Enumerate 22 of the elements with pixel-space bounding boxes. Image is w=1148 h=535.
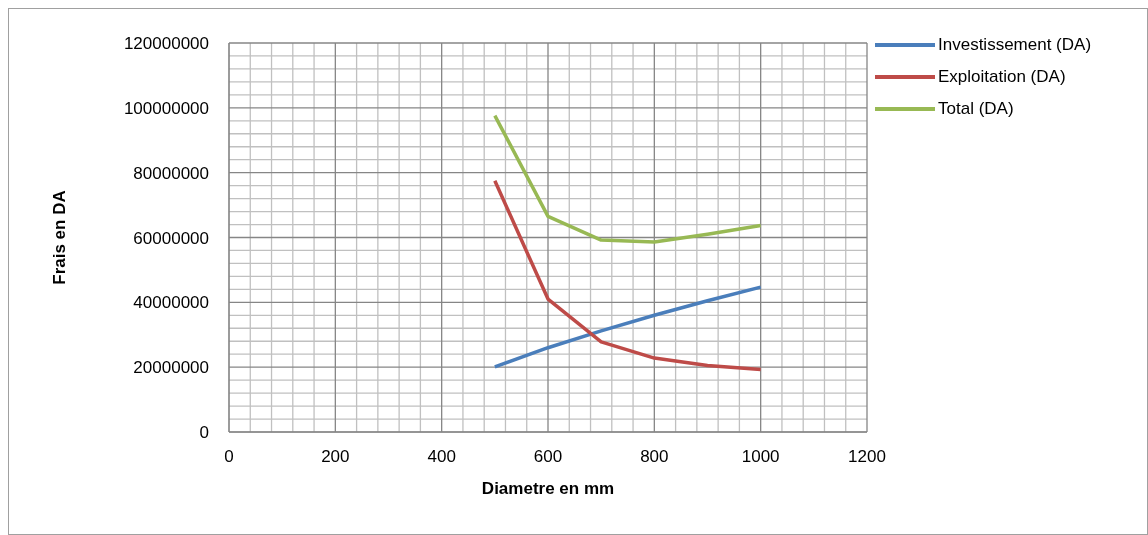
x-axis-title: Diametre en mm <box>481 479 615 498</box>
legend-label: Investissement (DA) <box>938 35 1092 55</box>
x-tick-label: 1200 <box>848 447 886 467</box>
legend-label: Total (DA) <box>938 99 1014 119</box>
line-series <box>493 179 763 372</box>
y-tick-label: 120000000 <box>123 34 209 54</box>
line-series <box>493 285 763 369</box>
x-tick-label: 400 <box>427 447 456 467</box>
y-tick-label: 60000000 <box>133 228 209 248</box>
y-tick-label: 80000000 <box>133 163 209 183</box>
x-tick-label: 1000 <box>741 447 780 467</box>
y-tick-label: 40000000 <box>133 293 209 313</box>
y-axis-title: Frais en DA <box>50 190 70 285</box>
line-series <box>493 113 763 244</box>
x-tick-label: 0 <box>224 447 234 467</box>
legend-label: Exploitation (DA) <box>938 67 1066 87</box>
x-tick-label: 800 <box>640 447 669 467</box>
y-tick-label: 0 <box>199 423 209 443</box>
x-tick-label: 200 <box>321 447 350 467</box>
y-tick-label: 20000000 <box>133 358 209 378</box>
y-tick-label: 100000000 <box>123 98 209 118</box>
x-tick-label: 600 <box>533 447 563 467</box>
